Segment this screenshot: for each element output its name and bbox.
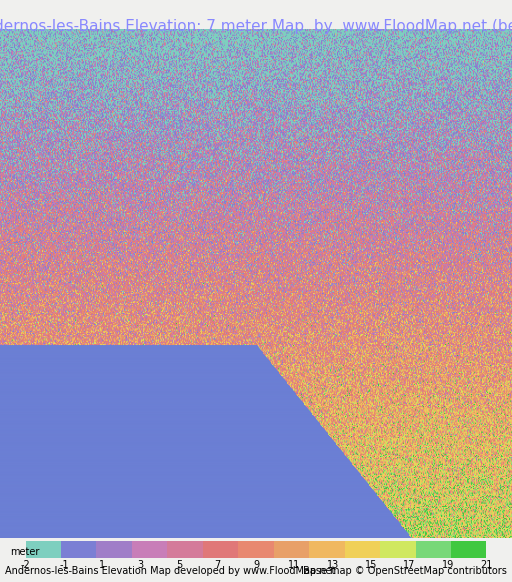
Bar — [451, 541, 486, 558]
Text: 15: 15 — [365, 560, 377, 570]
Text: -1: -1 — [59, 560, 69, 570]
Text: 11: 11 — [288, 560, 301, 570]
Text: -2: -2 — [20, 560, 31, 570]
Bar — [132, 541, 167, 558]
Text: 7: 7 — [215, 560, 221, 570]
Bar — [61, 541, 96, 558]
Text: 9: 9 — [253, 560, 259, 570]
Bar — [26, 541, 61, 558]
Text: 5: 5 — [176, 560, 182, 570]
Bar — [274, 541, 309, 558]
Text: 19: 19 — [442, 560, 454, 570]
Text: 21: 21 — [480, 560, 493, 570]
Text: 1: 1 — [99, 560, 105, 570]
Bar — [203, 541, 238, 558]
Bar — [238, 541, 274, 558]
Bar — [345, 541, 380, 558]
Text: 3: 3 — [138, 560, 144, 570]
Bar — [96, 541, 132, 558]
Bar — [416, 541, 451, 558]
Text: Andernos-les-Bains Elevation Map developed by www.FloodMap.net: Andernos-les-Bains Elevation Map develop… — [5, 566, 335, 576]
Text: meter: meter — [10, 546, 39, 557]
Text: Base map © OpenStreetMap contributors: Base map © OpenStreetMap contributors — [303, 566, 507, 576]
Text: Andernos-les-Bains Elevation: 7 meter Map  by  www.FloodMap.net (beta): Andernos-les-Bains Elevation: 7 meter Ma… — [0, 19, 512, 34]
Bar — [167, 541, 203, 558]
Bar — [309, 541, 345, 558]
Text: 17: 17 — [403, 560, 416, 570]
Text: 13: 13 — [327, 560, 339, 570]
Bar — [380, 541, 416, 558]
